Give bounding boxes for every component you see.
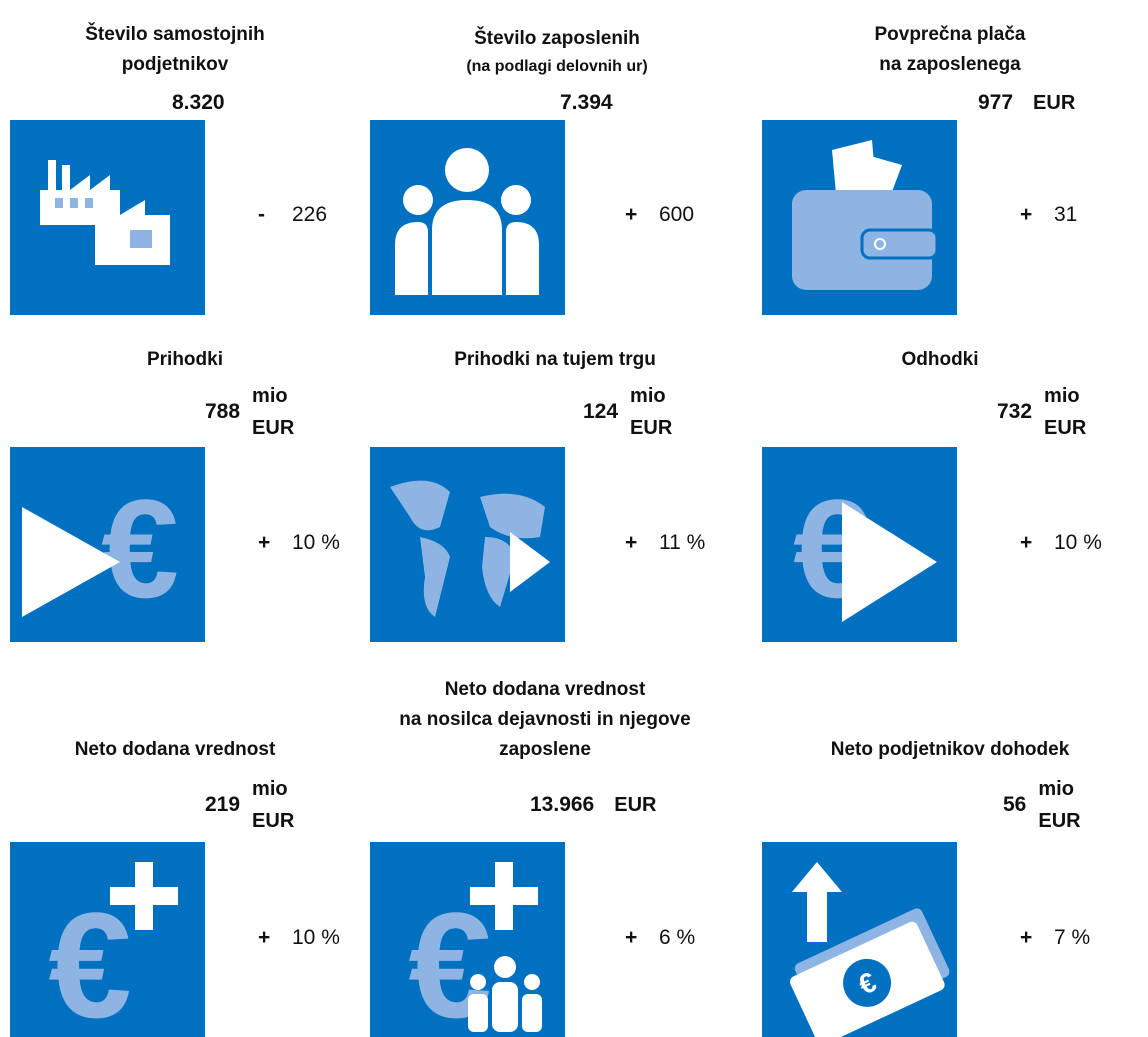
icon: €: [10, 842, 205, 1037]
title-line: na zaposlenega: [879, 54, 1021, 75]
card-title: Prihodki: [5, 255, 365, 375]
card-title: Neto dodana vrednost na nosilca dejavnost…: [365, 645, 725, 765]
card-title: Število samostojnih podjetnikov: [0, 0, 355, 80]
unit-line: EUR: [1038, 810, 1081, 832]
change: +31: [1020, 203, 1077, 227]
title-line: podjetnikov: [121, 54, 229, 75]
value-group: 219 mio EUR: [205, 775, 294, 835]
change-value: 11 %: [659, 531, 706, 554]
title-line: Neto dodana vrednost: [74, 739, 276, 760]
title-line: zaposlene: [499, 739, 591, 760]
title-line: Neto podjetnikov dohodek: [830, 739, 1070, 760]
change-value: 7 %: [1054, 926, 1091, 949]
unit-line: EUR: [1033, 92, 1076, 114]
title-line: Odhodki: [901, 349, 979, 370]
value-group: 7.394: [560, 73, 613, 133]
title-line: Število zaposlenih: [474, 28, 640, 49]
card-title: Odhodki: [760, 255, 1120, 375]
change-sign: -: [258, 203, 265, 226]
value: 7.394: [560, 91, 613, 114]
change-sign: +: [625, 926, 638, 949]
unit: mio EUR: [252, 380, 294, 444]
icon: [10, 120, 205, 315]
unit-line: EUR: [252, 417, 295, 439]
subtitle: (na podlagi delovnih ur): [466, 58, 648, 75]
card-title: Prihodki na tujem trgu: [375, 255, 735, 375]
unit-line: mio: [630, 385, 666, 407]
unit-line: EUR: [1044, 417, 1087, 439]
title-line: Povprečna plača: [874, 24, 1026, 45]
icon: [370, 120, 565, 315]
change-value: 10 %: [292, 926, 340, 949]
value: 788: [205, 400, 241, 423]
change-value: 600: [659, 203, 695, 226]
change-sign: +: [1020, 926, 1033, 949]
change-value: 10 %: [292, 531, 340, 554]
value: 124: [583, 400, 619, 423]
change: +11 %: [625, 531, 705, 555]
value: 977: [978, 91, 1014, 114]
svg-text:€: €: [101, 470, 179, 627]
value-group: 788 mio EUR: [205, 382, 294, 442]
change: +7 %: [1020, 926, 1090, 950]
unit-line: mio: [252, 778, 288, 800]
unit: EUR: [1033, 87, 1075, 119]
unit: mio EUR: [252, 773, 294, 837]
unit-line: mio: [1038, 778, 1074, 800]
value-group: 13.966 EUR: [530, 775, 656, 835]
unit-line: mio: [252, 385, 288, 407]
change-value: 226: [292, 203, 328, 226]
svg-text:€: €: [48, 881, 131, 1037]
title-line: Število samostojnih: [85, 24, 265, 45]
change: +10 %: [1020, 531, 1102, 555]
card-title: Število zaposlenih (na podlagi delovnih u…: [377, 0, 737, 80]
unit: EUR: [614, 789, 656, 821]
value: 8.320: [172, 91, 225, 114]
change-value: 31: [1054, 203, 1078, 226]
icon: €: [10, 447, 205, 642]
unit: mio EUR: [1044, 380, 1086, 444]
value-group: 124 mio EUR: [583, 382, 672, 442]
title-line: Prihodki na tujem trgu: [454, 349, 656, 370]
value: 219: [205, 793, 241, 816]
title-line: Neto dodana vrednost: [444, 679, 646, 700]
icon: €: [762, 447, 957, 642]
value-group: 732 mio EUR: [997, 382, 1086, 442]
change-sign: +: [625, 531, 638, 554]
change: +6 %: [625, 926, 695, 950]
change-value: 10 %: [1054, 531, 1102, 554]
change: - 226: [258, 203, 327, 227]
unit: mio EUR: [630, 380, 672, 444]
unit-line: EUR: [252, 810, 295, 832]
unit-line: mio: [1044, 385, 1080, 407]
value-group: 977 EUR: [978, 73, 1075, 133]
change: +10 %: [258, 531, 340, 555]
change-sign: +: [258, 926, 271, 949]
icon: €: [370, 842, 565, 1037]
title-line: Prihodki: [146, 349, 223, 370]
icon: [762, 120, 957, 315]
card-title: Neto dodana vrednost: [0, 645, 355, 765]
change-sign: +: [625, 203, 638, 226]
unit: mio EUR: [1038, 773, 1080, 837]
title-line: na nosilca dejavnosti in njegove: [399, 709, 691, 730]
change-sign: +: [1020, 203, 1033, 226]
change-value: 6 %: [659, 926, 696, 949]
icon: €: [762, 842, 957, 1037]
value-group: 8.320: [172, 73, 225, 133]
unit-line: EUR: [630, 417, 673, 439]
card-title: Povprečna plača na zaposlenega: [770, 0, 1130, 80]
icon: [370, 447, 565, 642]
value: 13.966: [530, 793, 595, 816]
unit-line: EUR: [614, 794, 657, 816]
card-title: Neto podjetnikov dohodek: [770, 645, 1130, 765]
change: +10 %: [258, 926, 340, 950]
change: +600: [625, 203, 694, 227]
change-sign: +: [1020, 531, 1033, 554]
value-group: 56 mio EUR: [1003, 775, 1081, 835]
value: 732: [997, 400, 1033, 423]
value: 56: [1003, 793, 1027, 816]
change-sign: +: [258, 531, 271, 554]
